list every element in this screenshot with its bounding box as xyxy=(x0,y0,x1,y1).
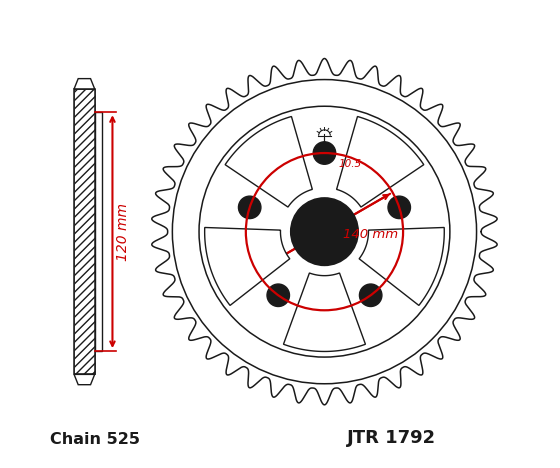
Bar xyxy=(74,89,95,374)
Circle shape xyxy=(316,145,333,161)
Circle shape xyxy=(313,142,335,164)
Circle shape xyxy=(310,217,339,247)
Bar xyxy=(95,112,102,351)
Text: Chain 525: Chain 525 xyxy=(50,432,141,447)
Text: 10.5: 10.5 xyxy=(338,159,361,168)
Polygon shape xyxy=(337,117,424,207)
Polygon shape xyxy=(283,273,366,351)
Circle shape xyxy=(267,284,290,307)
Circle shape xyxy=(360,284,382,307)
Polygon shape xyxy=(359,227,444,306)
Text: 140 mm: 140 mm xyxy=(343,227,398,241)
Circle shape xyxy=(291,198,358,265)
Polygon shape xyxy=(74,79,95,89)
Bar xyxy=(74,89,95,374)
Polygon shape xyxy=(225,117,312,207)
Polygon shape xyxy=(74,374,95,385)
Text: JTR 1792: JTR 1792 xyxy=(347,429,436,447)
Circle shape xyxy=(298,206,350,257)
Circle shape xyxy=(391,199,408,216)
Circle shape xyxy=(362,287,379,304)
Circle shape xyxy=(270,287,287,304)
Circle shape xyxy=(241,199,258,216)
Circle shape xyxy=(388,196,410,219)
Circle shape xyxy=(239,196,261,219)
Text: 120 mm: 120 mm xyxy=(116,203,130,261)
Polygon shape xyxy=(204,227,290,306)
